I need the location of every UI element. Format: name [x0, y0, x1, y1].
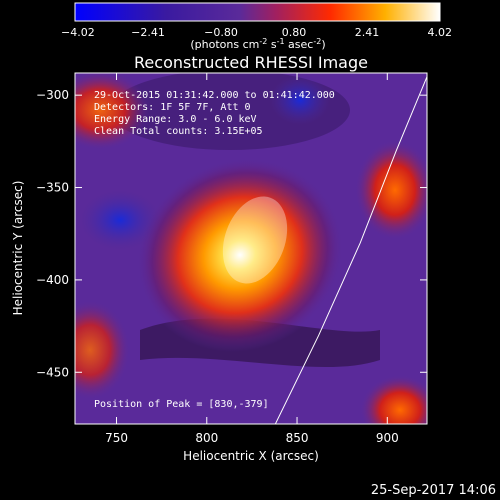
colorbar	[74, 2, 441, 22]
y-tick-label: −300	[36, 88, 69, 102]
colorbar-tick-label: 0.80	[282, 26, 307, 39]
y-axis: −300 −350 −400 −450	[36, 88, 427, 379]
colorbar-tick-label: −0.80	[204, 26, 238, 39]
y-tick-label: −400	[36, 273, 69, 287]
x-tick-label: 750	[105, 431, 128, 445]
x-tick-label: 800	[195, 431, 218, 445]
annotation-peak: Position of Peak = [830,-379]	[94, 399, 269, 410]
colorbar-tick-label: 2.41	[355, 26, 380, 39]
plot-frame	[74, 72, 428, 425]
y-tick-label: −350	[36, 181, 69, 195]
colorbar-tick-label: −2.41	[131, 26, 165, 39]
colorbar-tick-label: 4.02	[428, 26, 453, 39]
x-axis-label: Heliocentric X (arcsec)	[183, 449, 319, 463]
x-tick-label: 900	[376, 431, 399, 445]
annotation-detectors: Detectors: 1F 5F 7F, Att 0	[94, 102, 251, 113]
colorbar-unit-label: (photons cm-2 s-1 asec-2)	[190, 37, 325, 51]
x-tick-label: 850	[286, 431, 309, 445]
annotation-clean: Clean Total counts: 3.15E+05	[94, 126, 263, 137]
colorbar-tick-labels: −4.02 −2.41 −0.80 0.80 2.41 4.02	[61, 26, 452, 39]
colorbar-tick-label: −4.02	[61, 26, 95, 39]
y-axis-label: Heliocentric Y (arcsec)	[11, 181, 25, 316]
footer-date: 25-Sep-2017 14:06	[371, 483, 496, 498]
annotation-time: 29-Oct-2015 01:31:42.000 to 01:41:42.000	[94, 90, 335, 101]
chart-title: Reconstructed RHESSI Image	[134, 53, 368, 72]
solar-limb-curve	[274, 76, 427, 424]
x-axis: 750 800 850 900	[105, 73, 399, 445]
heatmap-image	[75, 73, 427, 424]
annotation-energy: Energy Range: 3.0 - 6.0 keV	[94, 114, 257, 125]
y-tick-label: −450	[36, 365, 69, 379]
